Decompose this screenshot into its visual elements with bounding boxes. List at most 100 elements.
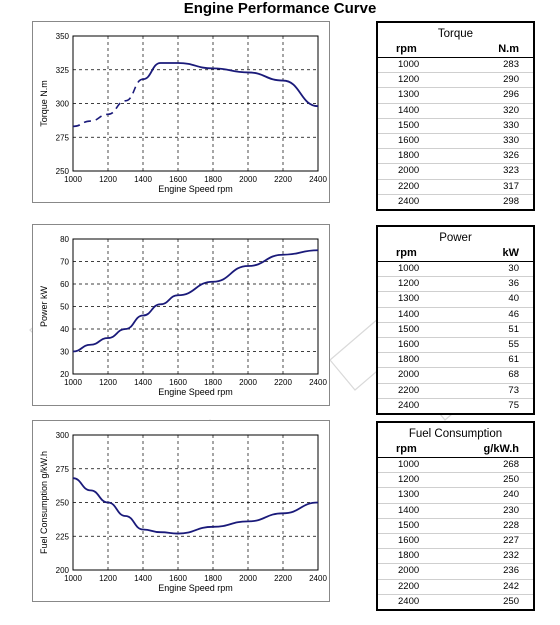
y-axis-label: Power kW — [39, 285, 49, 327]
cell-rpm: 2000 — [398, 165, 420, 177]
torque-chart-svg: 1000 1200 1400 1600 1800 2000 2200 2400 250 275 30… — [39, 32, 327, 194]
x-tick-label: 1400 — [134, 574, 152, 583]
y-axis-label: Fuel Consumption g/kW.h — [39, 451, 49, 554]
table-row: 2400 75 — [378, 397, 533, 413]
y-tick-label: 250 — [56, 167, 70, 176]
table-row: 2400 250 — [378, 593, 533, 609]
x-tick-label: 2400 — [309, 574, 327, 583]
table-row: 1200 250 — [378, 472, 533, 487]
cell-rpm: 1600 — [398, 134, 420, 146]
y-tick-label: 80 — [60, 235, 69, 244]
x-tick-label: 2000 — [239, 175, 257, 184]
cell-value: 323 — [503, 165, 519, 177]
cell-value: 317 — [503, 180, 519, 192]
x-tick-label: 1000 — [64, 175, 82, 184]
cell-value: 232 — [503, 550, 519, 562]
x-tick-label: 1000 — [64, 574, 82, 583]
table-row: 1600 330 — [378, 132, 533, 148]
cell-value: 36 — [508, 278, 519, 290]
cell-rpm: 1200 — [398, 278, 420, 290]
table-col-rpm: rpm — [396, 43, 417, 55]
y-tick-label: 300 — [56, 431, 70, 440]
torque-table: Torque rpm N.m 1000 283 1200 290 1300 296 1400… — [376, 21, 535, 211]
table-body: 1000 283 1200 290 1300 296 1400 320 1500 330 1600 3… — [378, 58, 533, 209]
cell-rpm: 1000 — [398, 459, 420, 470]
table-body: 1000 30 1200 36 1300 40 1400 46 1500 51 1600 55 1800… — [378, 262, 533, 413]
cell-rpm: 1400 — [398, 504, 420, 516]
y-tick-label: 275 — [56, 465, 70, 474]
x-tick-label: 1000 — [64, 378, 82, 387]
table-row: 1400 230 — [378, 502, 533, 518]
cell-rpm: 1400 — [398, 104, 420, 116]
cell-rpm: 1200 — [398, 74, 420, 86]
y-tick-label: 60 — [60, 280, 69, 289]
x-tick-label: 2000 — [239, 574, 257, 583]
power-table: Power rpm kW 1000 30 1200 36 1300 40 1400 46 150… — [376, 225, 535, 415]
x-tick-label: 1800 — [204, 378, 222, 387]
table-row: 1600 227 — [378, 532, 533, 548]
cell-rpm: 2200 — [398, 384, 420, 396]
x-tick-label: 1400 — [134, 175, 152, 184]
table-row: 2200 73 — [378, 382, 533, 398]
cell-rpm: 1500 — [398, 323, 420, 335]
cell-rpm: 2000 — [398, 565, 420, 577]
fuel-consumption-chart-svg: 1000 1200 1400 1600 1800 2000 2200 2400 200 225 25… — [39, 431, 327, 593]
x-tick-label: 1600 — [169, 175, 187, 184]
table-col-unit: g/kW.h — [483, 443, 519, 455]
table-header: Power rpm kW — [378, 227, 533, 262]
cell-value: 250 — [503, 474, 519, 486]
cell-value: 75 — [508, 399, 519, 411]
cell-value: 283 — [503, 59, 519, 70]
cell-rpm: 1300 — [398, 489, 420, 501]
y-tick-label: 70 — [60, 258, 69, 267]
x-tick-label: 1400 — [134, 378, 152, 387]
table-col-unit: N.m — [498, 43, 519, 55]
table-col-rpm: rpm — [396, 443, 417, 455]
cell-value: 320 — [503, 104, 519, 116]
cell-value: 46 — [508, 308, 519, 320]
cell-rpm: 1800 — [398, 550, 420, 562]
cell-rpm: 1800 — [398, 354, 420, 366]
table-title: Fuel Consumption — [408, 428, 503, 440]
table-row: 1800 232 — [378, 548, 533, 563]
cell-rpm: 2000 — [398, 369, 420, 381]
cell-rpm: 1200 — [398, 474, 420, 486]
series-line — [72, 249, 319, 353]
table-title: Torque — [437, 28, 474, 40]
y-tick-label: 250 — [56, 499, 70, 508]
x-tick-label: 2200 — [274, 175, 292, 184]
fuel-consumption-chart: 1000 1200 1400 1600 1800 2000 2200 2400 200 225 25… — [32, 420, 330, 602]
table-title: Power — [439, 232, 472, 244]
cell-value: 290 — [503, 74, 519, 86]
table-row: 2200 317 — [378, 178, 533, 194]
y-tick-label: 200 — [56, 566, 70, 575]
table-row: 1800 61 — [378, 352, 533, 367]
cell-rpm: 2200 — [398, 180, 420, 192]
x-axis-label: Engine Speed rpm — [158, 583, 233, 593]
cell-value: 250 — [503, 595, 519, 607]
cell-rpm: 1000 — [398, 59, 420, 70]
x-axis-label: Engine Speed rpm — [158, 184, 233, 194]
y-tick-label: 225 — [56, 532, 70, 541]
x-tick-label: 1600 — [169, 378, 187, 387]
power-chart-svg: 1000 1200 1400 1600 1800 2000 2200 2400 20 30 40 50… — [39, 235, 327, 397]
table-row: 1200 36 — [378, 276, 533, 291]
cell-value: 51 — [508, 323, 519, 335]
cell-value: 30 — [508, 263, 519, 274]
cell-value: 296 — [503, 89, 519, 101]
series-line — [142, 62, 319, 108]
x-tick-label: 2000 — [239, 378, 257, 387]
table-row: 1500 51 — [378, 321, 533, 337]
table-row: 1300 296 — [378, 87, 533, 102]
table-row: 2000 236 — [378, 563, 533, 578]
cell-value: 240 — [503, 489, 519, 501]
torque-chart: 1000 1200 1400 1600 1800 2000 2200 2400 250 275 30… — [32, 21, 330, 203]
cell-rpm: 1300 — [398, 293, 420, 305]
cell-value: 55 — [508, 338, 519, 350]
table-row: 2000 68 — [378, 367, 533, 382]
y-tick-label: 40 — [60, 325, 69, 334]
x-tick-label: 1600 — [169, 574, 187, 583]
cell-value: 330 — [503, 134, 519, 146]
x-tick-label: 1200 — [99, 378, 117, 387]
y-tick-label: 275 — [56, 133, 70, 142]
